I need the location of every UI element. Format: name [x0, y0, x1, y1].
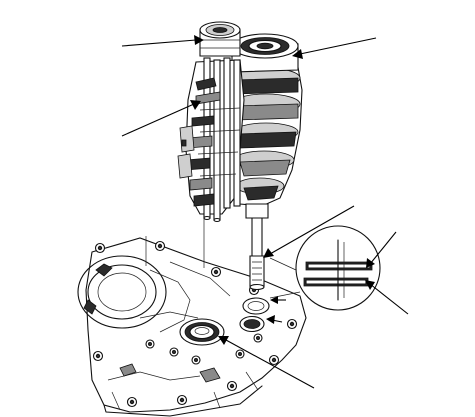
mainshaft-end: [245, 203, 269, 291]
mainshaft-top-gear: [231, 33, 299, 73]
shift-fork-shaft-assembly: [177, 57, 241, 223]
snap-ring: [303, 239, 373, 301]
callout-leaders: [121, 35, 409, 389]
transmission-case: [77, 237, 307, 417]
snap-ring-detail-inset: [295, 225, 381, 311]
mainshaft-countershaft-assembly: [177, 21, 303, 291]
countershaft-gears: [231, 67, 301, 201]
bearing-seat: [179, 318, 225, 346]
countershaft-top-bearing: [199, 21, 241, 57]
countershaft-bearing: [239, 297, 270, 333]
